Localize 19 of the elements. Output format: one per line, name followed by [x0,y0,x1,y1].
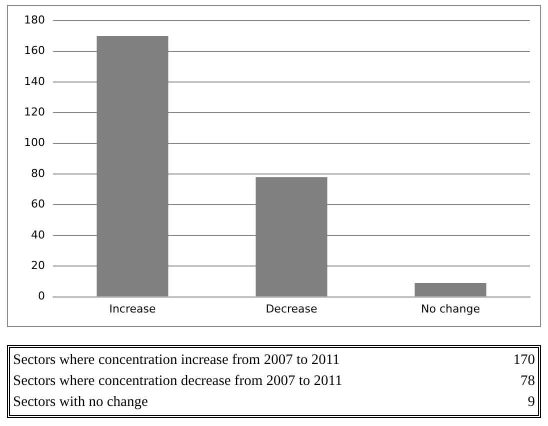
text: 78 [520,372,535,391]
y-tick-label: 80 [30,166,45,180]
y-tick-label: 180 [24,13,45,26]
x-tick-label: Decrease [266,302,318,316]
text: Sectors where concentration increase from 2007 to 2011 [13,351,340,370]
y-tick-label: 40 [30,228,45,242]
text: 170 [513,351,535,370]
y-tick-label: 20 [30,258,45,272]
y-tick-label: 100 [24,136,45,150]
y-tick-label: 0 [38,290,45,303]
y-tick-label: 60 [30,198,45,211]
text: 9 [528,393,535,412]
text: Sectors where concentration decrease from 2007 to 2011 [13,372,342,391]
x-tick-label: No change [421,302,480,316]
y-tick-label: 120 [24,106,45,119]
y-tick-label: 140 [24,74,45,88]
text: Sectors with no change [13,393,148,412]
x-tick-label: Increase [109,302,156,316]
y-tick-label: 160 [24,44,45,58]
